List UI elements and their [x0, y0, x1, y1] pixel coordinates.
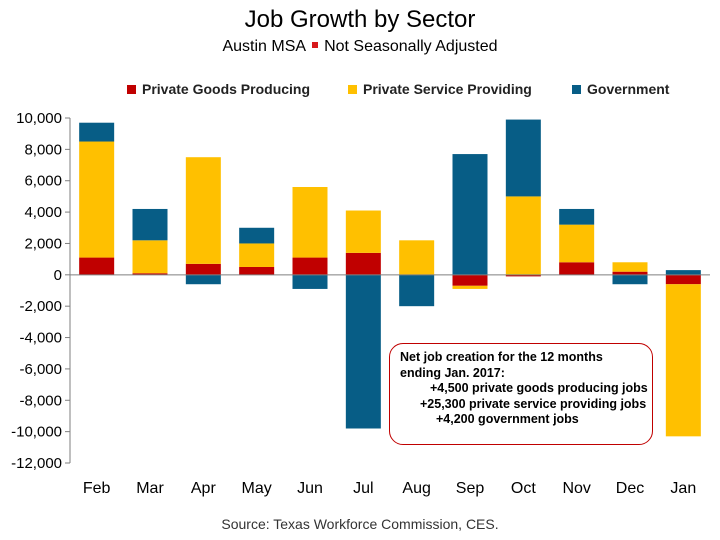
- bar-nov-series-2: [559, 208, 595, 225]
- bar-feb-series-2: [79, 122, 115, 142]
- bar-mar-series-2: [132, 208, 168, 241]
- bar-apr-series-0: [185, 263, 221, 275]
- bar-jun-series-2: [292, 274, 328, 289]
- y-tick-label: -10,000: [11, 424, 62, 441]
- legend-swatch-government: [572, 84, 581, 94]
- annotation-line-5: +4,200 government jobs: [436, 412, 579, 426]
- y-tick-label: -6,000: [19, 361, 62, 378]
- bar-jun-series-1: [292, 187, 328, 258]
- bar-jul-series-2: [345, 274, 381, 429]
- y-tick-label: -2,000: [19, 298, 62, 315]
- legend-swatch-services: [348, 84, 357, 94]
- y-tick-label: -8,000: [19, 392, 62, 409]
- bar-may-series-2: [239, 227, 275, 244]
- bar-sep-series-1: [452, 285, 488, 289]
- bar-sep-series-2: [452, 154, 488, 275]
- bar-mar-series-0: [132, 273, 168, 275]
- bar-jan-series-1: [665, 284, 701, 437]
- y-tick-label: 4,000: [24, 204, 62, 221]
- legend-item-services: Private Service Providing: [348, 81, 532, 97]
- bar-feb-series-0: [79, 257, 115, 275]
- legend-item-goods: Private Goods Producing: [127, 81, 310, 97]
- chart-title: Job Growth by Sector: [244, 6, 476, 33]
- bar-dec-series-1: [612, 262, 648, 272]
- bar-dec-series-0: [612, 271, 648, 275]
- y-tick-label: 2,000: [24, 235, 62, 252]
- legend-item-government: Government: [572, 81, 669, 97]
- bar-jan-series-2: [665, 270, 701, 275]
- x-tick-label: Jan: [670, 480, 696, 497]
- x-tick-label: Mar: [136, 480, 164, 497]
- bar-oct-series-0: [505, 274, 541, 277]
- bar-sep-series-0: [452, 274, 488, 286]
- legend-label-government: Government: [587, 81, 670, 97]
- y-tick-label: -4,000: [19, 330, 62, 347]
- bar-jul-series-1: [345, 210, 381, 253]
- x-tick-label: Aug: [402, 480, 430, 497]
- x-tick-label: Oct: [511, 480, 536, 497]
- annotation-line-2: ending Jan. 2017:: [400, 365, 505, 380]
- y-tick-label: 0: [54, 267, 62, 284]
- chart-legend: Private Goods Producing Private Service …: [0, 81, 720, 99]
- x-tick-label: Nov: [562, 480, 590, 497]
- bar-aug-series-1: [399, 240, 435, 275]
- bar-mar-series-1: [132, 240, 168, 274]
- x-tick-label: Dec: [616, 480, 644, 497]
- legend-label-services: Private Service Providing: [363, 81, 532, 97]
- bar-jan-series-0: [665, 274, 701, 285]
- bar-jul-series-0: [345, 252, 381, 275]
- subtitle-adjustment: Not Seasonally Adjusted: [324, 38, 498, 55]
- bar-apr-series-2: [185, 274, 221, 285]
- subtitle-separator-icon: [312, 42, 319, 49]
- bar-oct-series-2: [505, 119, 541, 197]
- x-tick-label: Apr: [191, 480, 217, 497]
- bar-may-series-1: [239, 243, 275, 267]
- annotation-line-4: +25,300 private service providing jobs: [420, 396, 647, 411]
- bar-may-series-0: [239, 266, 275, 275]
- annotation-line-1: Net job creation for the 12 months: [400, 350, 603, 364]
- x-tick-label: Sep: [456, 480, 485, 497]
- bar-feb-series-1: [79, 141, 115, 258]
- bar-nov-series-1: [559, 224, 595, 263]
- y-tick-label: 8,000: [24, 141, 62, 158]
- y-tick-label: 6,000: [24, 173, 62, 190]
- annotation-box: Net job creation for the 12 months endin…: [389, 343, 653, 445]
- subtitle-region: Austin MSA: [222, 38, 307, 55]
- bar-aug-series-2: [399, 274, 435, 307]
- x-tick-label: Feb: [83, 480, 111, 497]
- source-note: Source: Texas Workforce Commission, CES.: [221, 516, 499, 532]
- y-tick-label: -12,000: [11, 455, 62, 472]
- bar-jun-series-0: [292, 257, 328, 275]
- bar-oct-series-1: [505, 196, 541, 275]
- x-tick-label: Jul: [353, 480, 373, 497]
- legend-label-goods: Private Goods Producing: [142, 81, 311, 97]
- bar-apr-series-1: [185, 157, 221, 264]
- legend-swatch-goods: [127, 84, 136, 94]
- bar-dec-series-2: [612, 274, 648, 285]
- chart-subtitle: Austin MSA Not Seasonally Adjusted: [0, 38, 720, 56]
- y-tick-label: 10,000: [16, 110, 62, 127]
- bar-nov-series-0: [559, 262, 595, 275]
- annotation-line-3: +4,500 private goods producing jobs: [430, 381, 648, 395]
- x-tick-label: Jun: [297, 480, 323, 497]
- x-tick-label: May: [242, 480, 272, 497]
